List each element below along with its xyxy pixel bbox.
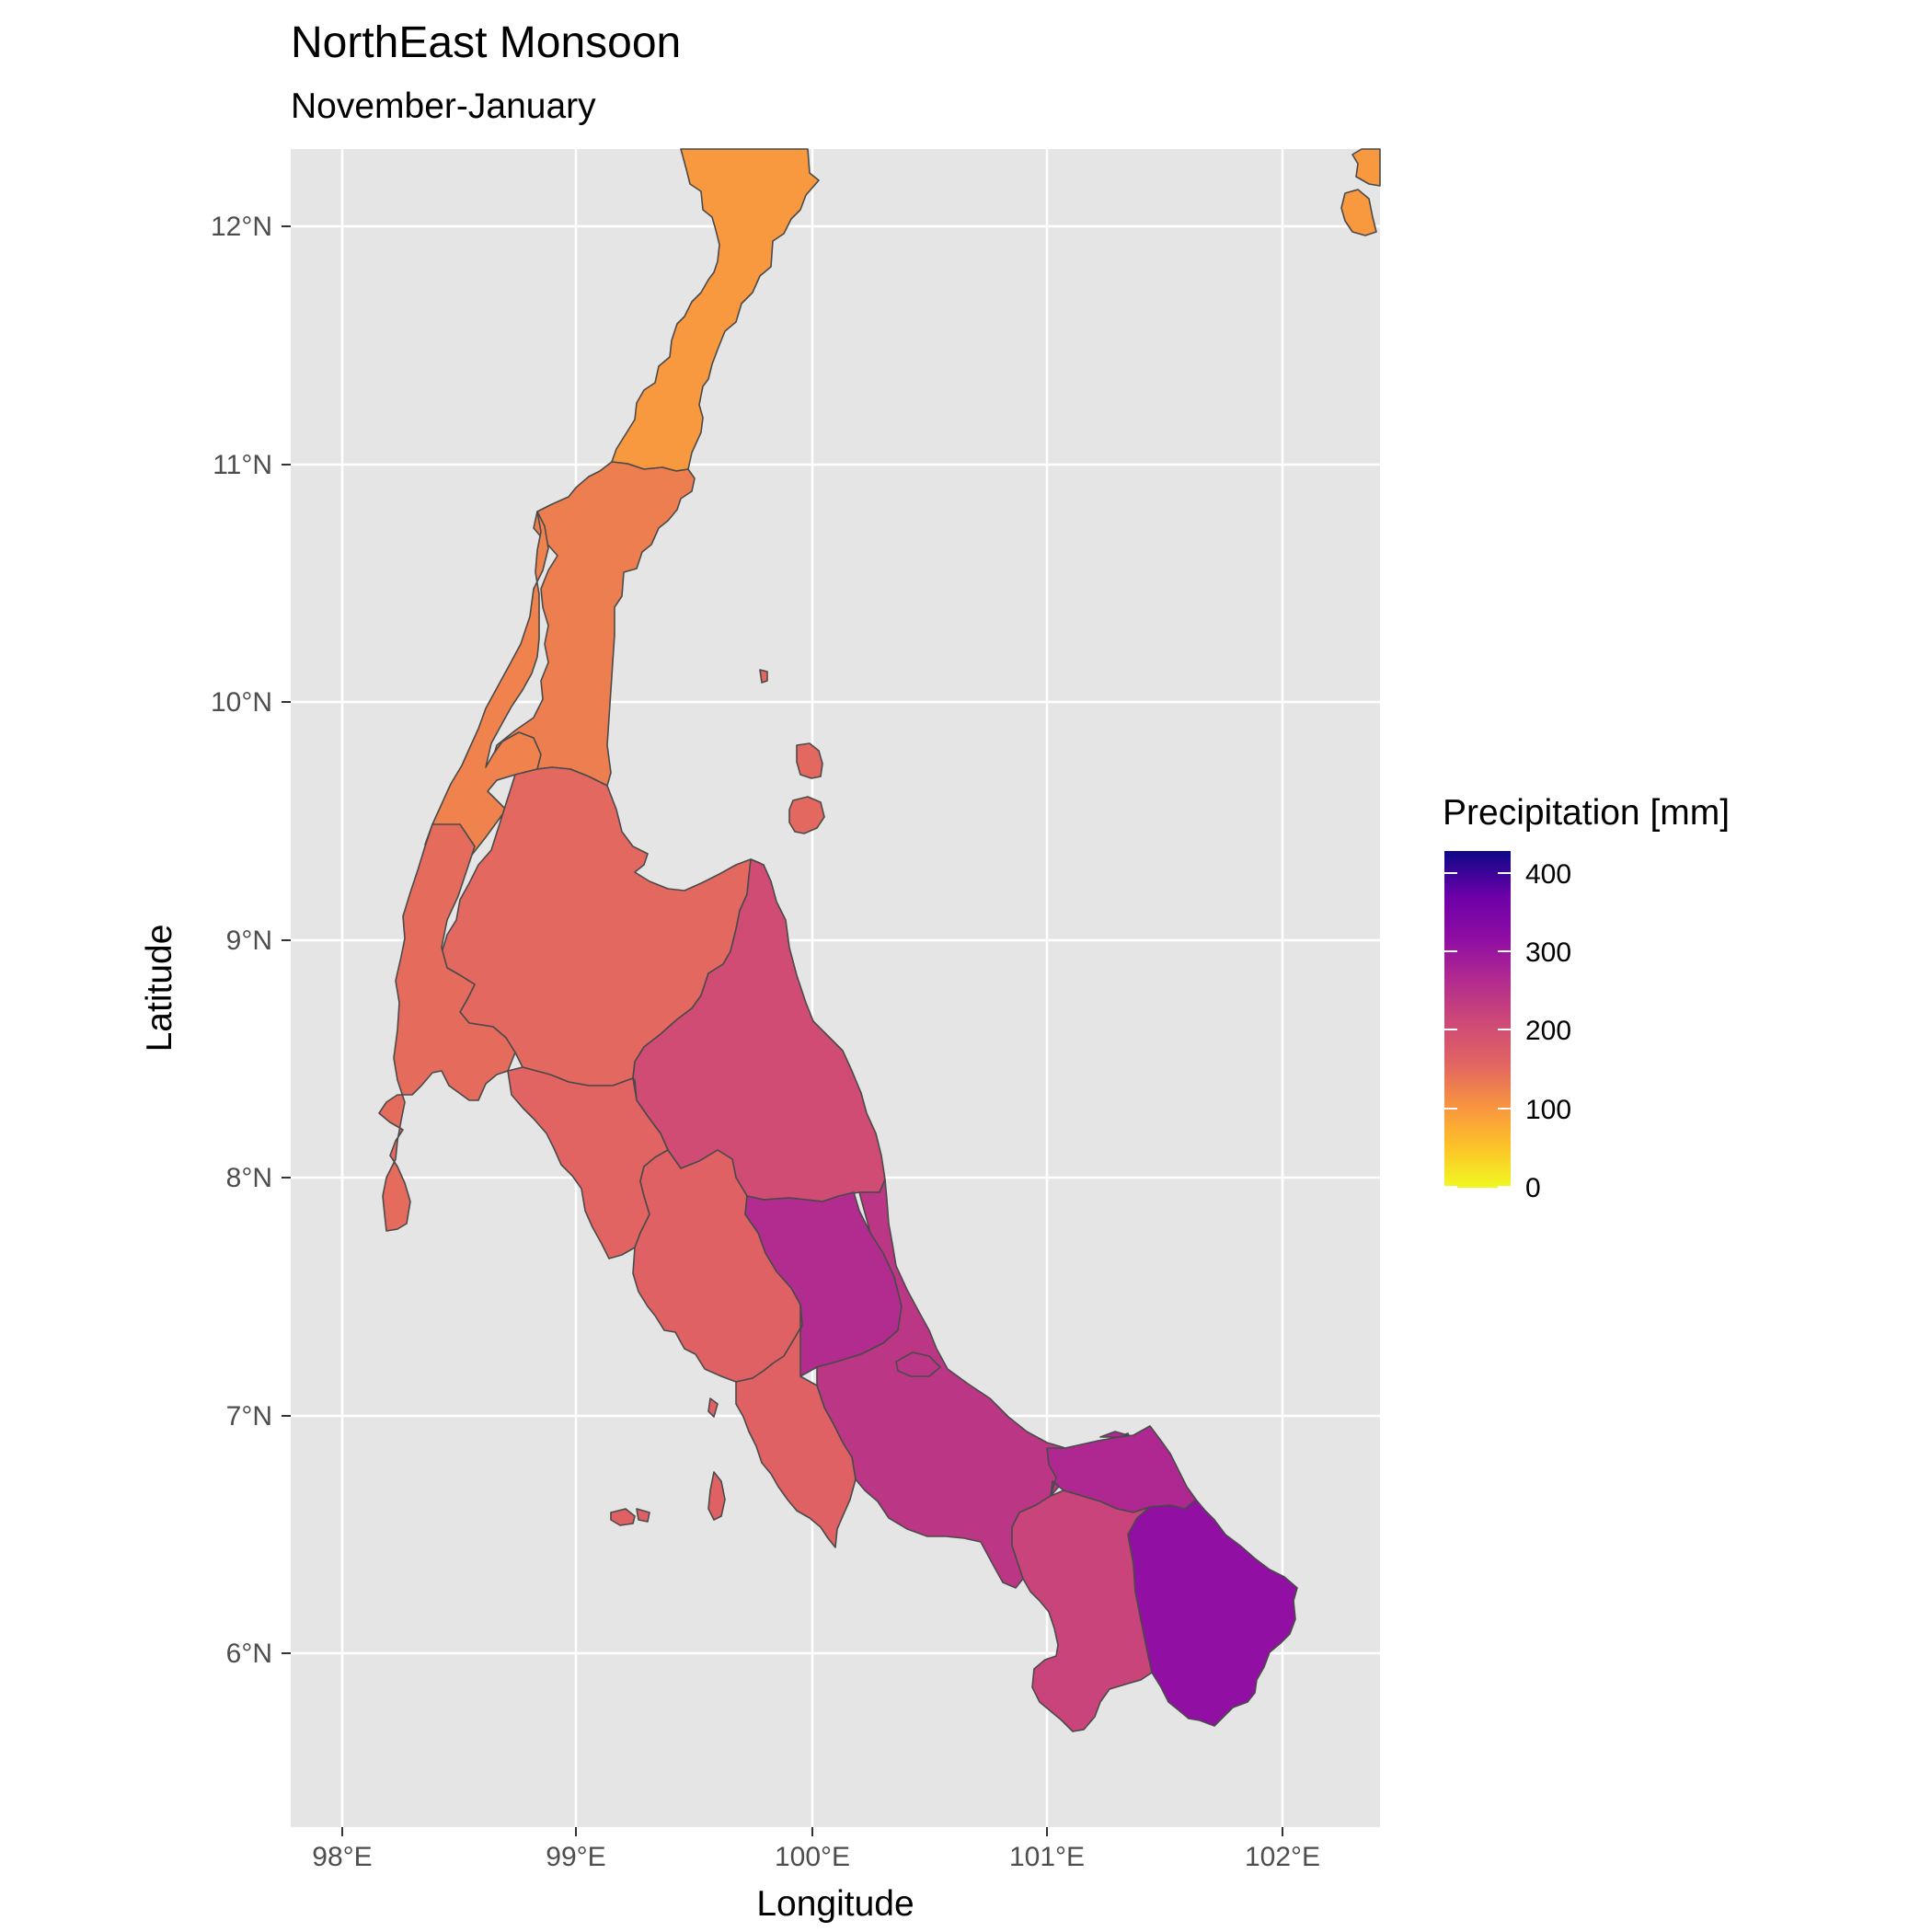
y-tick-label: 10°N — [211, 687, 272, 718]
x-tick-label: 100°E — [775, 1842, 850, 1872]
legend-label: 400 — [1525, 859, 1571, 890]
legend-label: 200 — [1525, 1016, 1571, 1046]
chart-subtitle: November-January — [291, 86, 596, 126]
legend-label: 300 — [1525, 937, 1571, 968]
x-axis-title: Longitude — [756, 1884, 914, 1924]
region-yala — [1011, 1489, 1153, 1732]
y-tick-label: 9°N — [226, 926, 272, 956]
y-tick-label: 6°N — [226, 1639, 272, 1669]
legend-label: 0 — [1525, 1173, 1541, 1203]
legend-title: Precipitation [mm] — [1443, 793, 1730, 833]
region-phetchaburi-coast — [1340, 148, 1381, 236]
y-tick-label: 7°N — [226, 1401, 272, 1432]
legend: Precipitation [mm] 0 100 200 300 400 — [1443, 793, 1730, 1203]
x-axis: 98°E 99°E 100°E 101°E 102°E Longitude — [312, 1827, 1320, 1924]
legend-label: 100 — [1525, 1095, 1571, 1125]
region-islands-andaman — [610, 1397, 726, 1526]
x-tick-label: 101°E — [1009, 1842, 1085, 1872]
y-tick-label: 8°N — [226, 1163, 272, 1193]
region-narathiwat — [1127, 1499, 1298, 1727]
legend-ticks — [1444, 872, 1511, 1188]
x-tick-label: 102°E — [1245, 1842, 1320, 1872]
region-satun — [735, 1304, 857, 1548]
legend-colorbar — [1444, 851, 1511, 1188]
region-islands-gulf — [759, 669, 825, 834]
region-phang-nga — [378, 823, 516, 1232]
x-tick-label: 99°E — [546, 1842, 605, 1872]
x-tick-label: 98°E — [312, 1842, 372, 1872]
y-tick-label: 11°N — [213, 450, 272, 480]
y-axis: 6°N 7°N 8°N 9°N 10°N 11°N 12°N Latitude — [140, 212, 291, 1669]
chart-title: NorthEast Monsoon — [291, 18, 681, 67]
y-tick-label: 12°N — [211, 212, 272, 242]
province-regions — [378, 148, 1381, 1732]
region-pattani — [1046, 1425, 1197, 1513]
y-axis-title: Latitude — [140, 925, 179, 1052]
